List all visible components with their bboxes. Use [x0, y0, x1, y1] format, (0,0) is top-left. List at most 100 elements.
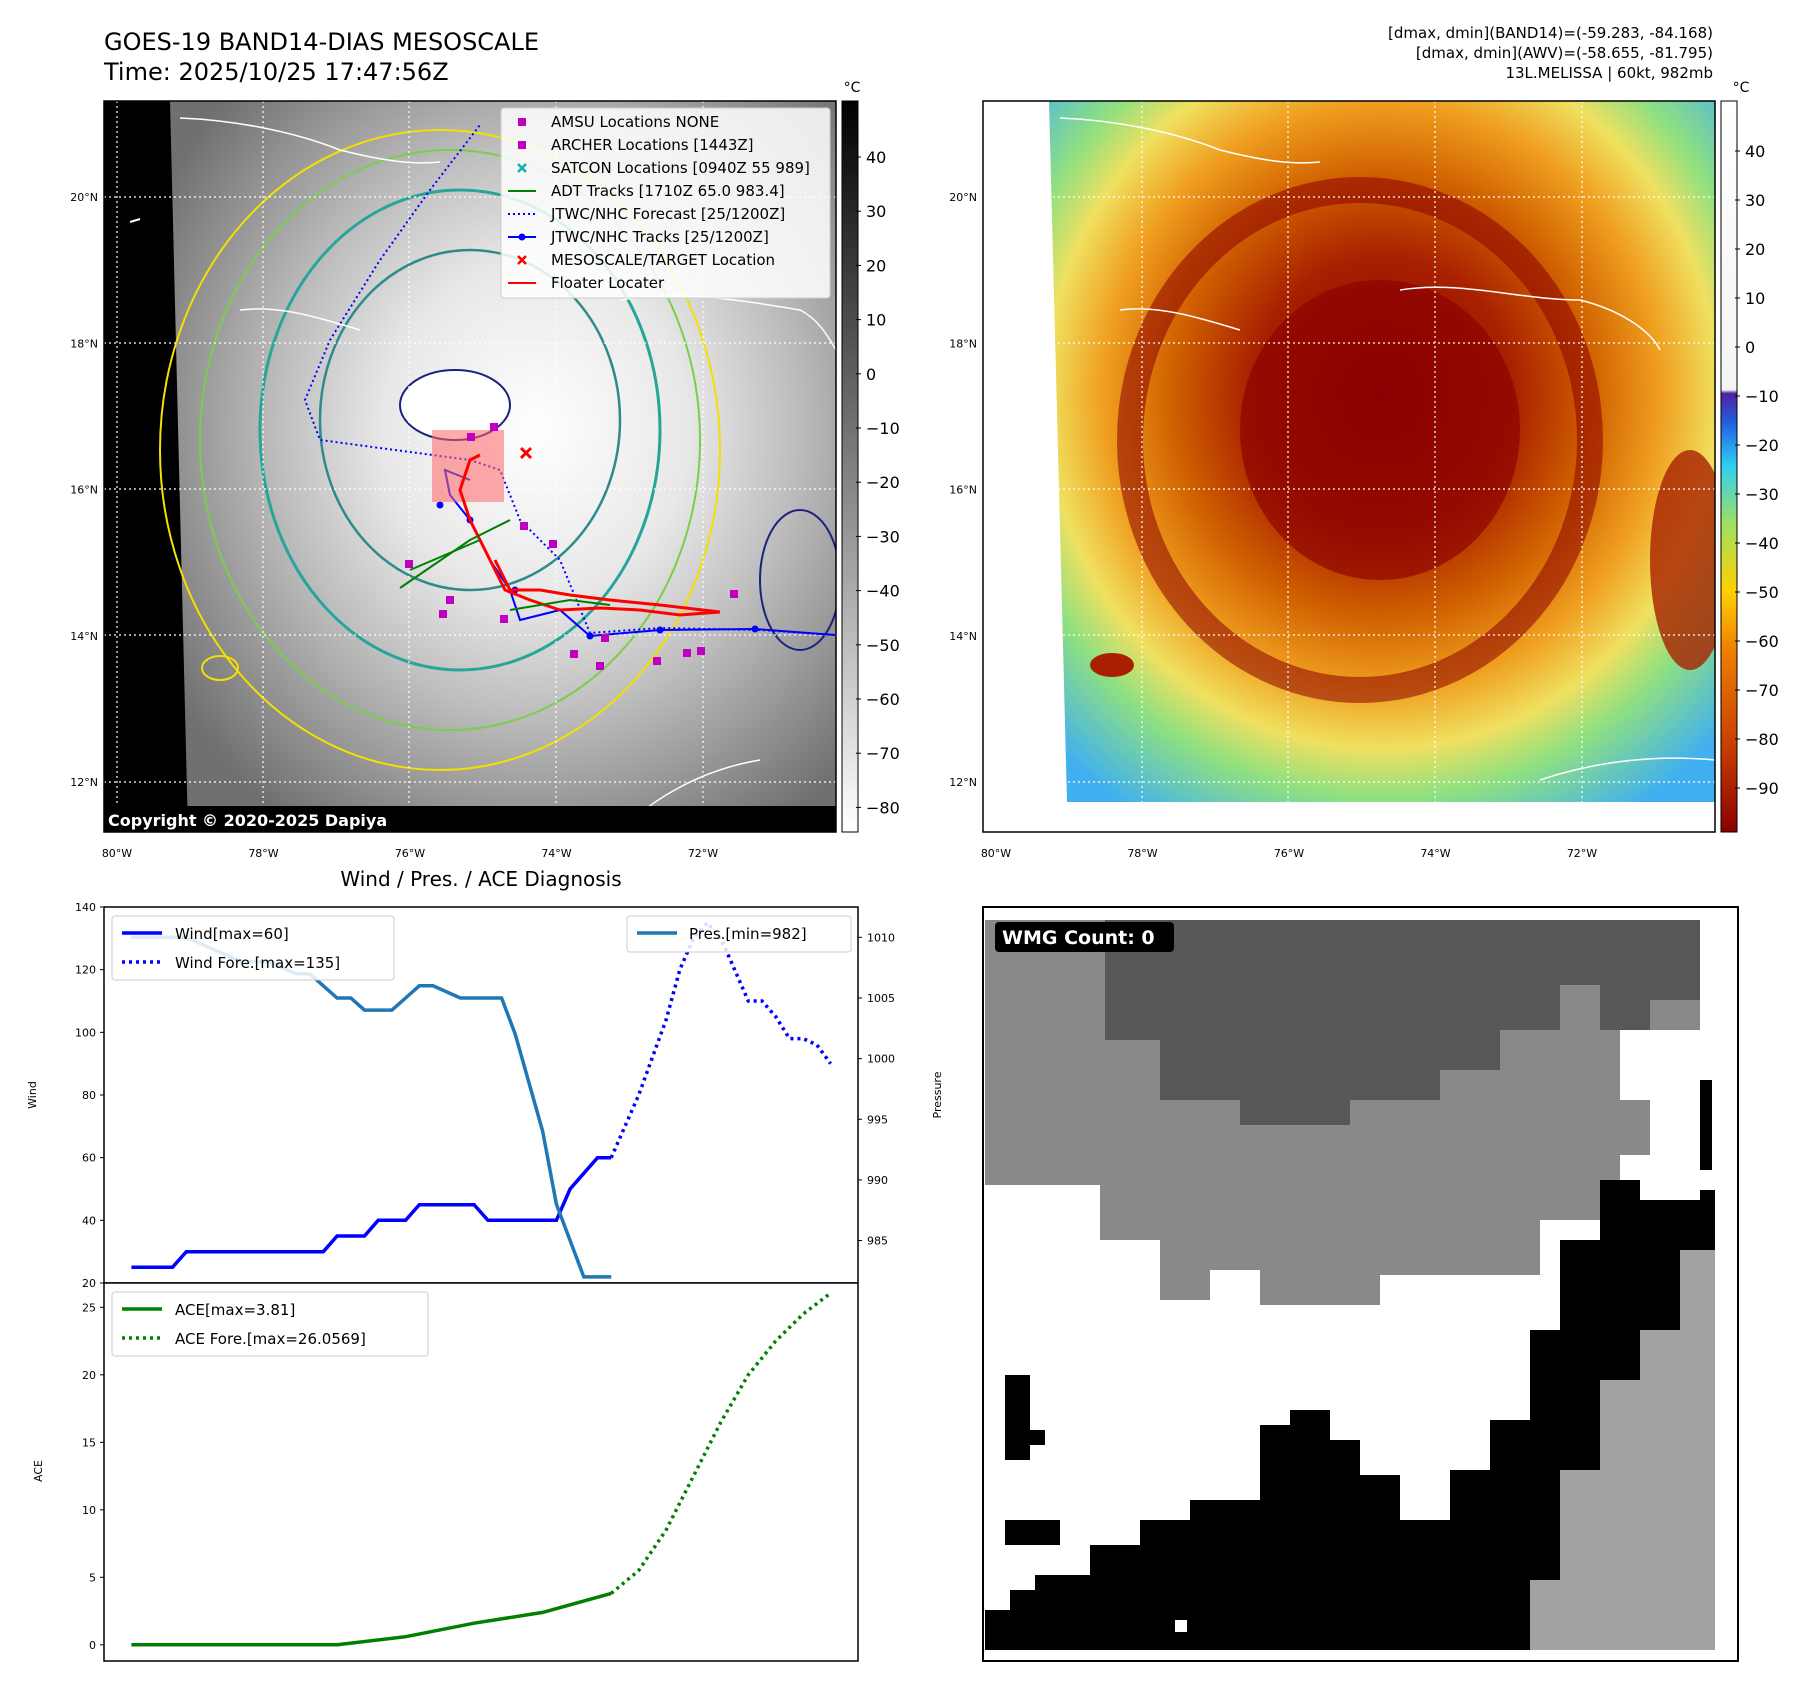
legend-wind-label: Wind[max=60] — [175, 925, 289, 943]
left-map-lon-tick-label: 80°W — [102, 847, 132, 860]
y2-tick-label: 1005 — [867, 992, 895, 1005]
left-map-lat-tick-label: 18°N — [70, 337, 98, 350]
mesoscale-target-marker — [519, 446, 533, 460]
legend-marker-x — [517, 163, 527, 173]
colorbar-tick-label: −50 — [866, 636, 900, 655]
right-map-lon-tick-label: 74°W — [1420, 847, 1450, 860]
adt-track — [399, 519, 511, 589]
colorbar-tick-label: −80 — [866, 798, 900, 817]
wmg-count-badge — [995, 922, 1174, 952]
y-tick-label: 120 — [75, 964, 96, 977]
left-map-lat-tick-label: 14°N — [70, 630, 98, 643]
left-ir-map: Copyright © 2020-2025 Dapiya AMSU Locati… — [103, 100, 837, 833]
right-map-lat-tick-label: 12°N — [949, 776, 977, 789]
legend-label: JTWC/NHC Forecast [25/1200Z] — [550, 205, 785, 223]
y-tick-label: 0 — [89, 1639, 96, 1652]
wmg-region-black — [985, 1180, 1715, 1650]
legend-marker-square — [518, 141, 526, 149]
colorbar-tick-label: 40 — [866, 148, 886, 167]
left-map-lat-tick-label: 20°N — [70, 191, 98, 204]
colorbar-tick-label: 30 — [866, 202, 886, 221]
legend-marker-square — [518, 118, 526, 126]
copyright-bar — [104, 806, 836, 832]
colorbar-tick-label: −50 — [1745, 583, 1779, 602]
right-map-lat-tick-label: 14°N — [949, 630, 977, 643]
legend-marker-x — [517, 255, 527, 265]
left-colorbar: °C 40 30 20 10 0 −10 −20 −30 −40 −50 −60 −70 −80 — [841, 80, 900, 833]
left-map-lat-tick-label: 16°N — [70, 484, 98, 497]
colorbar-tick-label: 0 — [1745, 338, 1755, 357]
floater-track — [493, 559, 721, 614]
y-tick-label: 20 — [82, 1277, 96, 1290]
y-tick-label: 20 — [82, 1369, 96, 1382]
left-lon-ticks: 80°W 78°W 76°W 74°W 72°W — [102, 847, 718, 860]
central-dense-overcast — [1240, 280, 1520, 580]
wmg-count-label: WMG Count: 0 — [1002, 927, 1155, 949]
colorbar-tick-label: −20 — [1745, 436, 1779, 455]
ace-chart: 0 5 10 15 20 25 ACE ACE[max=3.81] ACE Fore.[m… — [32, 1282, 859, 1662]
y-tick-label: 25 — [82, 1301, 96, 1314]
legend-label: Floater Locater — [551, 274, 665, 292]
adt-track — [509, 598, 611, 611]
colorbar-tick-label: 20 — [866, 256, 886, 275]
copyright-text: Copyright © 2020-2025 Dapiya — [108, 811, 387, 830]
legend-marker-dot — [518, 233, 526, 241]
colorbar-tick-label: 10 — [1745, 289, 1765, 308]
colorbar-tick-label: 10 — [866, 311, 886, 330]
archer-locations — [405, 423, 738, 670]
left-map-lon-tick-label: 78°W — [248, 847, 278, 860]
right-map-lat-tick-label: 16°N — [949, 484, 977, 497]
colorbar-tick-label: 20 — [1745, 240, 1765, 259]
colorbar-tick-label: −70 — [1745, 681, 1779, 700]
left-map-lat-tick-label: 12°N — [70, 776, 98, 789]
pressure-legend: Pres.[min=982] — [626, 915, 852, 953]
right-map-lon-tick-label: 80°W — [981, 847, 1011, 860]
left-map-frame — [103, 100, 837, 833]
colorbar-tick-label: −10 — [866, 419, 900, 438]
wmg-region-black-blob — [1005, 1375, 1045, 1460]
ace-axis-label: ACE — [32, 1460, 45, 1482]
colorbar-tick-label: −40 — [1745, 534, 1779, 553]
y-tick-label: 5 — [89, 1571, 96, 1584]
coastline — [179, 117, 441, 164]
y2-tick-label: 995 — [867, 1113, 888, 1126]
right-map-lon-tick-label: 78°W — [1127, 847, 1157, 860]
coastline — [1059, 117, 1321, 164]
legend-label: ADT Tracks [1710Z 65.0 983.4] — [551, 182, 785, 200]
colorbar-tick-label: −60 — [1745, 632, 1779, 651]
contour-band — [201, 655, 239, 681]
colorbar-tick-label: 40 — [1745, 142, 1765, 161]
right-map-lat-tick-label: 18°N — [949, 337, 977, 350]
left-colorbar-bar — [841, 100, 859, 833]
legend-pressure-label: Pres.[min=982] — [689, 925, 807, 943]
right-lon-ticks: 80°W 78°W 76°W 74°W 72°W — [981, 847, 1597, 860]
series-line-1 — [609, 920, 833, 1159]
map-legend: AMSU Locations NONE ARCHER Locations [144… — [500, 107, 831, 299]
wmg-panel: WMG Count: 0 — [982, 906, 1739, 1662]
coastline — [129, 218, 141, 223]
y-tick-label: 100 — [75, 1026, 96, 1039]
coastline — [239, 308, 361, 331]
right-ir-map — [982, 100, 1716, 833]
wind-legend: Wind[max=60] Wind Fore.[max=135] — [111, 915, 395, 981]
legend-label: ARCHER Locations [1443Z] — [551, 136, 754, 154]
adt-track — [409, 539, 481, 571]
storm-info: 13L.MELISSA | 60kt, 982mb — [1505, 64, 1713, 82]
y2-tick-label: 990 — [867, 1174, 888, 1187]
map-gridlines — [983, 101, 1715, 832]
convective-cell — [1090, 653, 1134, 677]
left-map-lon-tick-label: 72°W — [688, 847, 718, 860]
legend-ace-label: ACE[max=3.81] — [175, 1301, 295, 1319]
colorbar-tick-label: −90 — [1745, 779, 1779, 798]
colorbar-tick-label: −10 — [1745, 387, 1779, 406]
right-colorbar-bar — [1720, 100, 1738, 833]
wmg-region-black-strip — [1700, 1080, 1712, 1170]
colorbar-tick-label: 30 — [1745, 191, 1765, 210]
stats-awv: [dmax, dmin](AWV)=(-58.655, -81.795) — [1416, 44, 1713, 62]
left-lat-ticks: 20°N 18°N 16°N 14°N 12°N — [70, 191, 98, 789]
contour-band — [759, 509, 836, 651]
series-line-1 — [610, 1291, 832, 1595]
figure-title: GOES-19 BAND14-DIAS MESOSCALE — [104, 28, 539, 56]
legend-label: SATCON Locations [0940Z 55 989] — [551, 159, 810, 177]
